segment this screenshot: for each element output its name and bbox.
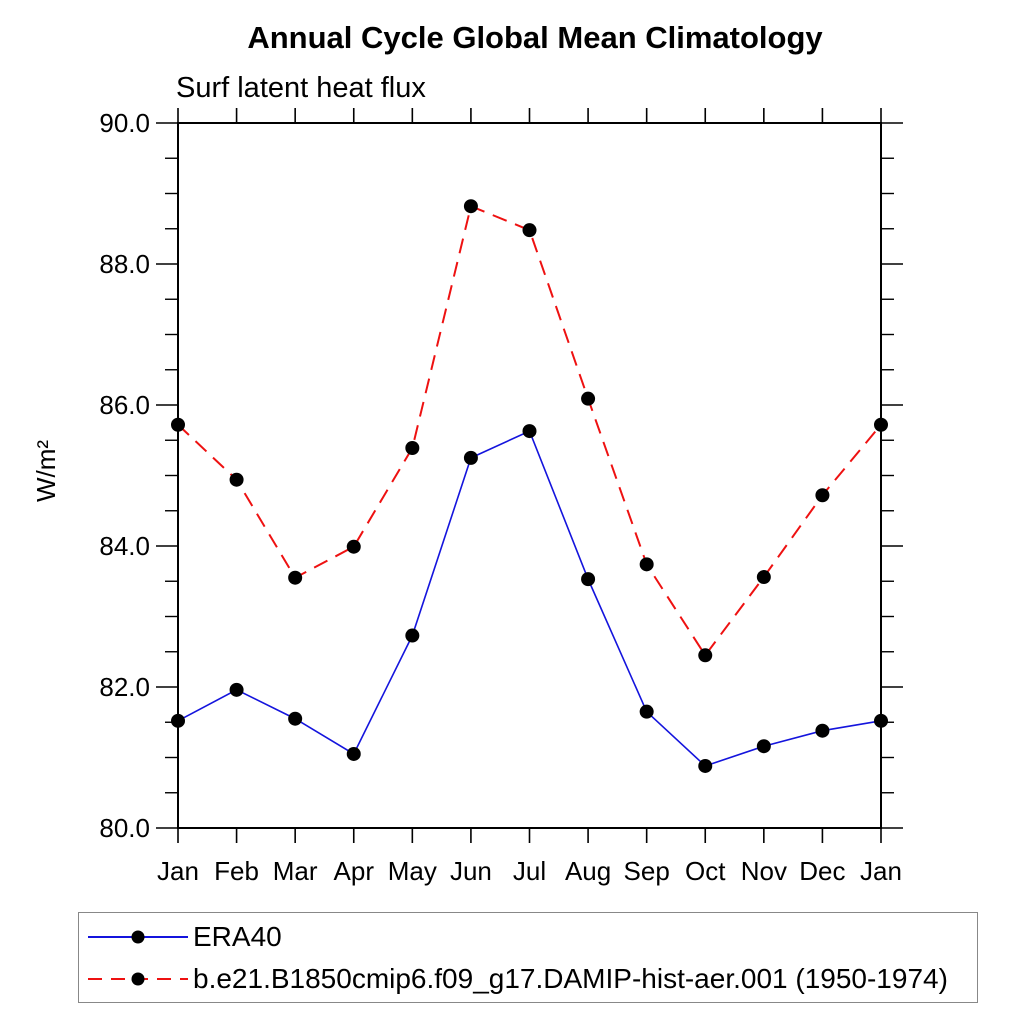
legend-item-model: b.e21.B1850cmip6.f09_g17.DAMIP-hist-aer.…	[86, 960, 977, 998]
data-point-marker	[522, 223, 537, 238]
x-tick-label: Jun	[450, 856, 492, 886]
y-tick-label: 90.0	[99, 108, 150, 138]
data-point-marker	[346, 746, 361, 761]
data-point-marker	[756, 739, 771, 754]
data-point-marker	[698, 758, 713, 773]
data-point-marker	[581, 572, 596, 587]
data-point-marker	[346, 539, 361, 554]
legend-label-era40: ERA40	[193, 920, 282, 952]
data-point-marker	[639, 704, 654, 719]
data-point-marker	[756, 570, 771, 585]
data-point-marker	[171, 417, 185, 432]
data-point-marker	[815, 723, 830, 738]
x-tick-label: Apr	[334, 856, 375, 886]
data-point-marker	[463, 199, 478, 214]
data-point-marker	[874, 713, 888, 728]
y-tick-label: 82.0	[99, 672, 150, 702]
x-tick-label: Mar	[273, 856, 318, 886]
x-tick-label: May	[388, 856, 437, 886]
x-tick-label: Nov	[741, 856, 787, 886]
y-tick-label: 84.0	[99, 531, 150, 561]
x-tick-label: Dec	[799, 856, 845, 886]
legend-label-model: b.e21.B1850cmip6.f09_g17.DAMIP-hist-aer.…	[193, 962, 948, 994]
x-tick-label: Feb	[214, 856, 259, 886]
y-tick-label: 86.0	[99, 390, 150, 420]
x-tick-label: Aug	[565, 856, 611, 886]
y-tick-label: 80.0	[99, 813, 150, 843]
legend-item-era40: ERA40	[86, 918, 977, 956]
data-point-marker	[522, 424, 537, 439]
x-tick-label: Jul	[513, 856, 546, 886]
x-tick-label: Jan	[157, 856, 199, 886]
data-point-marker	[815, 488, 830, 503]
y-tick-label: 88.0	[99, 249, 150, 279]
series-line-0	[177, 430, 882, 767]
chart-title: Annual Cycle Global Mean Climatology	[247, 20, 823, 55]
legend-marker-icon	[131, 972, 145, 985]
chart-subtitle: Surf latent heat flux	[176, 72, 426, 104]
data-point-marker	[874, 417, 888, 432]
data-point-marker	[698, 648, 713, 663]
legend-marker-icon	[131, 930, 145, 943]
legend-box: ERA40 b.e21.B1850cmip6.f09_g17.DAMIP-his…	[78, 912, 978, 1003]
data-point-marker	[405, 441, 420, 456]
x-tick-label: Jan	[860, 856, 902, 886]
data-point-marker	[171, 713, 185, 728]
data-point-marker	[288, 570, 303, 585]
data-point-marker	[639, 557, 654, 572]
data-point-marker	[581, 391, 596, 406]
data-point-marker	[229, 472, 244, 487]
data-point-marker	[463, 450, 478, 465]
data-point-marker	[229, 682, 244, 697]
x-tick-label: Oct	[685, 856, 726, 886]
legend-line-sample-dashed	[88, 972, 188, 985]
data-point-marker	[288, 711, 303, 726]
data-point-marker	[405, 628, 420, 643]
x-tick-label: Sep	[624, 856, 670, 886]
legend-line-sample-solid	[88, 930, 188, 943]
